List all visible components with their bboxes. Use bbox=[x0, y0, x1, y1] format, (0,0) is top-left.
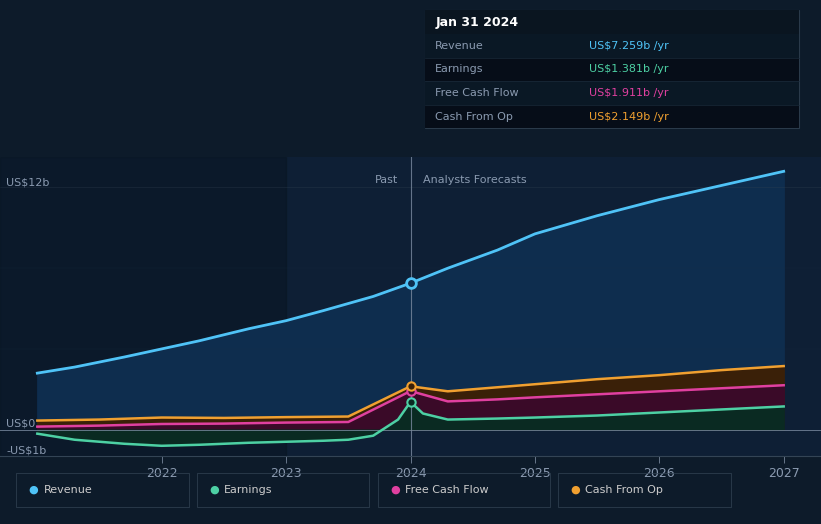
Text: Analysts Forecasts: Analysts Forecasts bbox=[423, 176, 526, 185]
Text: US$1.911b /yr: US$1.911b /yr bbox=[589, 88, 669, 98]
Text: -US$1b: -US$1b bbox=[7, 445, 47, 455]
Text: ●: ● bbox=[209, 485, 219, 495]
Bar bbox=[0, 157, 286, 456]
Text: Earnings: Earnings bbox=[435, 64, 484, 74]
Text: US$2.149b /yr: US$2.149b /yr bbox=[589, 112, 669, 122]
Text: US$7.259b /yr: US$7.259b /yr bbox=[589, 41, 669, 51]
Text: US$1.381b /yr: US$1.381b /yr bbox=[589, 64, 669, 74]
Text: Revenue: Revenue bbox=[435, 41, 484, 51]
Text: Earnings: Earnings bbox=[224, 485, 273, 495]
Text: Jan 31 2024: Jan 31 2024 bbox=[435, 16, 518, 29]
Text: US$12b: US$12b bbox=[7, 178, 49, 188]
Text: ●: ● bbox=[571, 485, 580, 495]
Text: ●: ● bbox=[29, 485, 39, 495]
Text: Cash From Op: Cash From Op bbox=[585, 485, 663, 495]
Text: Cash From Op: Cash From Op bbox=[435, 112, 513, 122]
Text: US$0: US$0 bbox=[7, 419, 35, 429]
Text: Past: Past bbox=[375, 176, 398, 185]
Text: ●: ● bbox=[390, 485, 400, 495]
Text: Free Cash Flow: Free Cash Flow bbox=[405, 485, 488, 495]
Text: Free Cash Flow: Free Cash Flow bbox=[435, 88, 519, 98]
Text: Revenue: Revenue bbox=[44, 485, 92, 495]
